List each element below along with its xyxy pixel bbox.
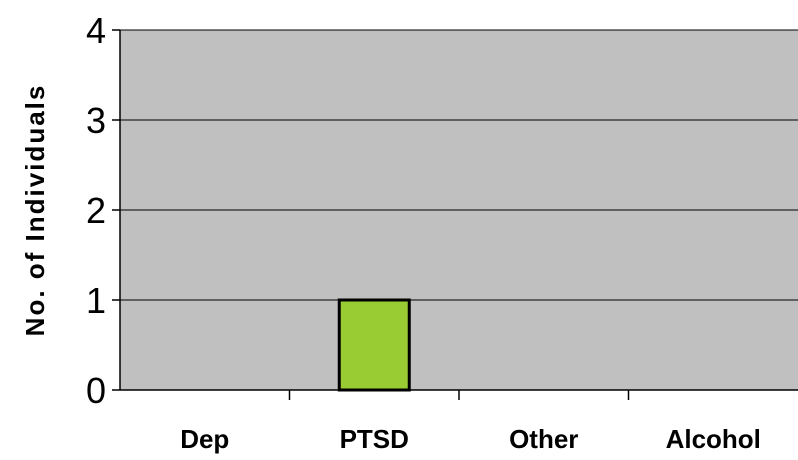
y-tick-label: 3 xyxy=(86,100,106,141)
x-tick-label-alcohol: Alcohol xyxy=(666,424,761,454)
bar-ptsd xyxy=(337,298,411,392)
y-axis-title: No. of Individuals xyxy=(20,84,50,337)
gridlines xyxy=(120,29,798,301)
x-tick-label-ptsd: PTSD xyxy=(340,424,409,454)
y-tick-label: 1 xyxy=(86,280,106,321)
y-tick-label: 0 xyxy=(86,370,106,411)
bars xyxy=(337,298,411,392)
y-tick-label: 4 xyxy=(86,10,106,51)
x-tick-labels: Dep PTSD Other Alcohol xyxy=(180,390,761,454)
y-tick-labels: 0 1 2 3 4 xyxy=(86,10,120,411)
x-tick-label-other: Other xyxy=(509,424,578,454)
x-tick-label-dep: Dep xyxy=(180,424,229,454)
y-tick-label: 2 xyxy=(86,190,106,231)
